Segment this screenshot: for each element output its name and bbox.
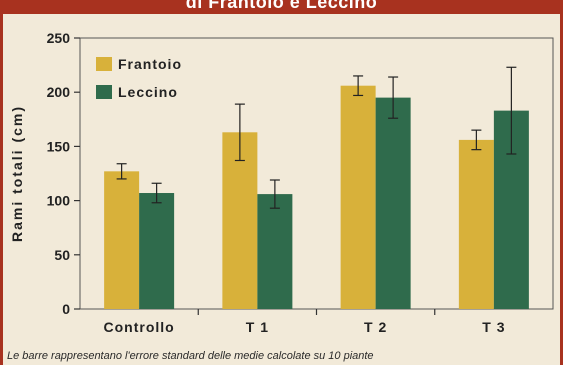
y-tick-label: 50 xyxy=(54,247,70,263)
bar xyxy=(104,171,140,309)
x-tick-label: T 1 xyxy=(246,319,269,335)
x-tick-label: Controllo xyxy=(104,319,175,335)
x-tick-label: T 3 xyxy=(482,319,505,335)
y-tick-label: 200 xyxy=(47,84,71,100)
y-tick-label: 0 xyxy=(62,301,70,317)
left-border xyxy=(0,14,3,365)
bar xyxy=(458,139,494,309)
y-tick-label: 250 xyxy=(47,30,71,46)
right-border xyxy=(560,14,563,365)
bar xyxy=(340,85,376,309)
y-tick-label: 100 xyxy=(47,193,71,209)
bar xyxy=(222,132,258,309)
bar xyxy=(375,97,411,310)
bar xyxy=(257,194,293,309)
bar xyxy=(139,193,175,309)
chart-caption: Le barre rappresentano l'errore standard… xyxy=(7,350,374,362)
chart-title-bar: di Frantoio e Leccino xyxy=(0,0,563,14)
x-tick-label: T 2 xyxy=(364,319,387,335)
legend-label: Frantoio xyxy=(118,56,182,72)
legend-swatch xyxy=(96,85,112,99)
chart-title: di Frantoio e Leccino xyxy=(185,0,378,12)
y-axis-label: Rami totali (cm) xyxy=(9,105,25,242)
legend-swatch xyxy=(96,57,112,71)
y-tick-label: 150 xyxy=(47,138,71,154)
legend-label: Leccino xyxy=(118,84,178,100)
